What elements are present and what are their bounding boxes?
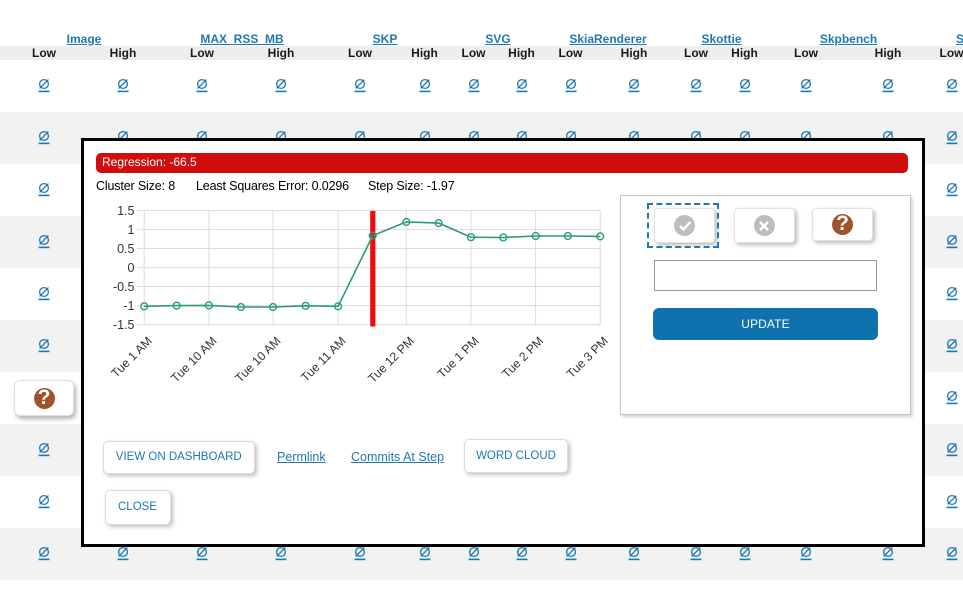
svg-text:-1.5: -1.5	[113, 318, 135, 332]
svg-text:-0.5: -0.5	[113, 280, 135, 294]
svg-text:Tue 2 PM: Tue 2 PM	[499, 334, 546, 381]
svg-text:Tue 1 AM: Tue 1 AM	[108, 334, 154, 380]
svg-text:-1: -1	[123, 299, 134, 313]
svg-text:Tue 11 AM: Tue 11 AM	[298, 334, 349, 385]
svg-text:Tue 10 AM: Tue 10 AM	[168, 334, 219, 385]
svg-text:Tue 1 PM: Tue 1 PM	[435, 334, 482, 381]
svg-text:0: 0	[128, 261, 135, 275]
svg-text:Tue 10 AM: Tue 10 AM	[232, 334, 283, 385]
svg-text:Tue 12 PM: Tue 12 PM	[365, 334, 417, 386]
svg-text:1: 1	[128, 223, 135, 237]
svg-text:1.5: 1.5	[117, 204, 134, 218]
svg-text:0.5: 0.5	[117, 242, 134, 256]
svg-text:Tue 3 PM: Tue 3 PM	[564, 334, 611, 381]
